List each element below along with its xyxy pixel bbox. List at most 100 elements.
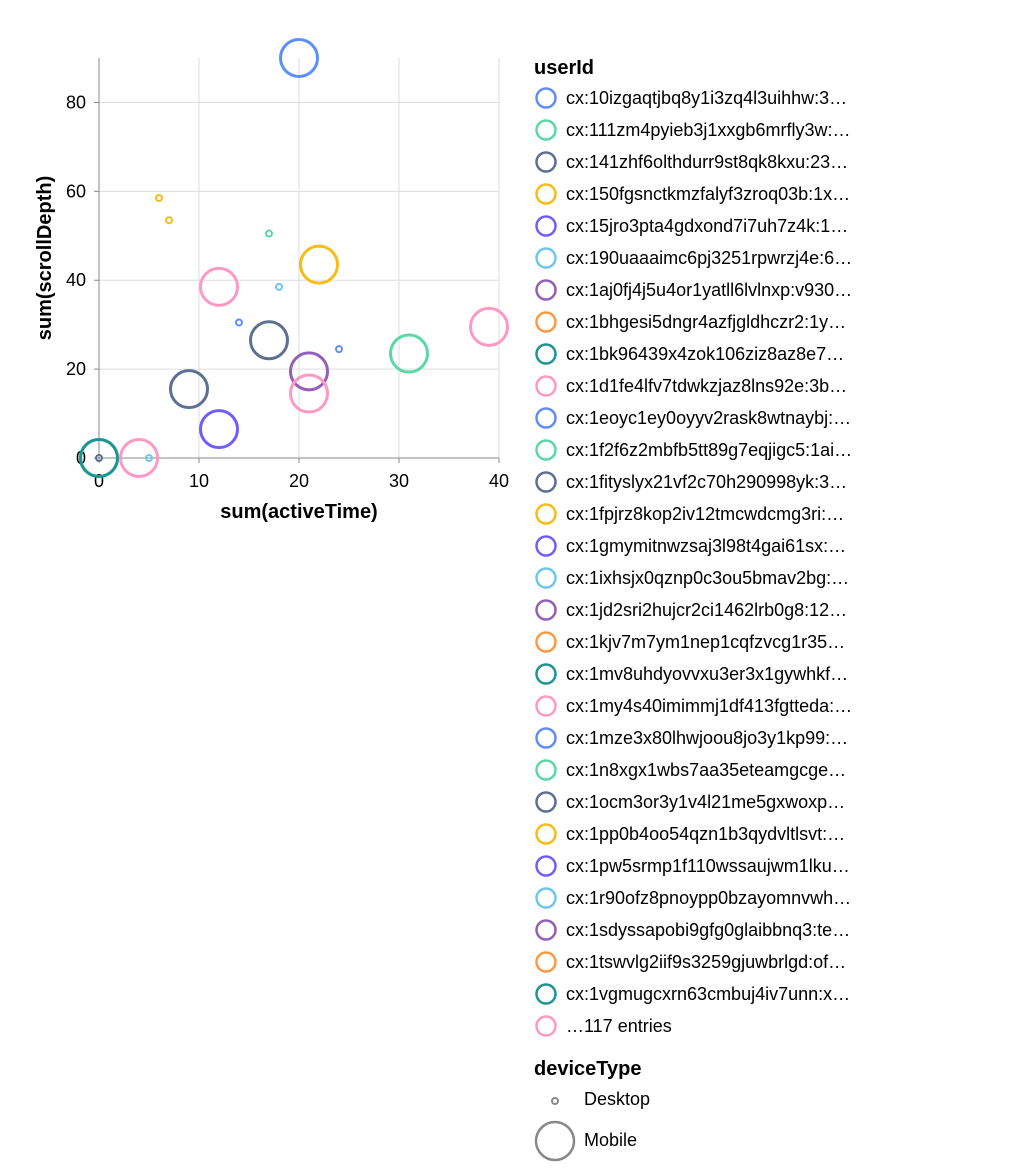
legend-entry: cx:1ocm3or3y1v4l21me5gxwoxp…: [534, 786, 994, 818]
data-point-mobile: [79, 438, 119, 478]
legend-entry-label: cx:15jro3pta4gdxond7i7uh7z4k:1…: [566, 216, 849, 236]
legend-entry-label: cx:1sdyssapobi9gfg0glaibbnq3:te…: [566, 920, 851, 940]
legend-entry-label: cx:1eoyc1ey0oyyv2rask8wtnaybj:…: [566, 408, 852, 428]
legend-circle-icon: [535, 247, 557, 269]
legend-circle-icon: [535, 311, 557, 333]
legend-entry: cx:1eoyc1ey0oyyv2rask8wtnaybj:…: [534, 402, 994, 434]
legend-entry: cx:1vgmugcxrn63cmbuj4iv7unn:x…: [534, 978, 994, 1010]
legend-circle-icon: [535, 439, 557, 461]
legend-circle-icon: [535, 343, 557, 365]
legend-circle-icon: [535, 407, 557, 429]
data-point-desktop: [95, 454, 103, 462]
data-point-desktop: [265, 229, 273, 238]
legend-circle-icon: [535, 471, 557, 493]
legend-circle-icon: [535, 855, 557, 877]
data-point-desktop: [235, 318, 243, 327]
data-point-desktop: [335, 345, 343, 354]
legend-entry-label: cx:1fpjrz8kop2iv12tmcwdcmg3ri:…: [566, 504, 845, 524]
data-point-mobile: [169, 369, 209, 410]
legend-entry-label: cx:141zhf6olthdurr9st8qk8kxu:23…: [566, 152, 849, 172]
data-point-mobile: [119, 438, 159, 478]
legend-entry-label: cx:1jd2sri2hujcr2ci1462lrb0g8:12…: [566, 600, 848, 620]
legend-entry: cx:1kjv7m7ym1nep1cqfzvcg1r35…: [534, 626, 994, 658]
y-axis-title: sum(scrollDepth): [34, 176, 56, 340]
legend-entry-label: cx:1pw5srmp1f110wssaujwm1lku…: [566, 856, 850, 876]
legend-entry-label: cx:190uaaaimc6pj3251rpwrzj4e:6…: [566, 248, 853, 268]
legend-entry: …117 entries: [534, 1010, 994, 1042]
legend-entry: cx:141zhf6olthdurr9st8qk8kxu:23…: [534, 146, 994, 178]
legend-entry-label: cx:111zm4pyieb3j1xxgb6mrfly3w:…: [566, 120, 851, 140]
legend-entry-label: cx:1kjv7m7ym1nep1cqfzvcg1r35…: [566, 632, 846, 652]
legend-entry-label: cx:1vgmugcxrn63cmbuj4iv7unn:x…: [566, 984, 851, 1004]
legend-entry: cx:1d1fe4lfv7tdwkzjaz8lns92e:3b…: [534, 370, 994, 402]
legend-entry: cx:1ixhsjx0qznp0c3ou5bmav2bg:…: [534, 562, 994, 594]
legend-entry-label: cx:1bk96439x4zok106ziz8az8e7…: [566, 344, 845, 364]
legend-entry: cx:1pw5srmp1f110wssaujwm1lku…: [534, 850, 994, 882]
y-tick-label: 20: [66, 359, 86, 379]
legend-circle-icon: [535, 599, 557, 621]
legend-entry-label: cx:10izgaqtjbq8y1i3zq4l3uihhw:3…: [566, 88, 848, 108]
data-point-mobile: [199, 409, 239, 450]
x-tick-label: 10: [189, 471, 209, 491]
size-legend-mobile: Mobile: [534, 1119, 834, 1163]
color-legend-title: userId: [534, 57, 595, 79]
legend-circle-icon: [535, 919, 557, 941]
legend-circle-icon: [535, 887, 557, 909]
legend-circle-icon: [535, 727, 557, 749]
small-circle-icon: [551, 1097, 559, 1105]
legend-entry: cx:1tswvlg2iif9s3259gjuwbrlgd:of…: [534, 946, 994, 978]
legend-circle-icon: [535, 119, 557, 141]
y-tick-label: 80: [66, 92, 86, 112]
legend-entry-label: cx:1ocm3or3y1v4l21me5gxwoxp…: [566, 792, 846, 812]
legend-entry-label: cx:1mze3x80lhwjoou8jo3y1kp99:…: [566, 728, 849, 748]
legend-circle-icon: [535, 1015, 557, 1037]
data-point-mobile: [249, 320, 289, 361]
data-point-mobile: [289, 373, 329, 414]
data-point-mobile: [299, 244, 339, 285]
size-legend-desktop: Desktop: [534, 1083, 834, 1119]
legend-circle-icon: [535, 791, 557, 813]
x-tick-label: 0: [94, 471, 104, 491]
legend-entry: cx:1pp0b4oo54qzn1b3qydvltlsvt:…: [534, 818, 994, 850]
legend-entry: cx:190uaaaimc6pj3251rpwrzj4e:6…: [534, 242, 994, 274]
legend-entry-label: cx:1tswvlg2iif9s3259gjuwbrlgd:of…: [566, 952, 847, 972]
legend-circle-icon: [535, 631, 557, 653]
large-circle-icon: [534, 1120, 576, 1162]
legend-entry: cx:111zm4pyieb3j1xxgb6mrfly3w:…: [534, 114, 994, 146]
legend-circle-icon: [535, 183, 557, 205]
legend-entry-label: cx:150fgsnctkmzfalyf3zroq03b:1x…: [566, 184, 851, 204]
data-point-mobile: [279, 38, 319, 78]
legend-entry-label: cx:1bhgesi5dngr4azfjgldhczr2:1y…: [566, 312, 847, 332]
data-point-desktop: [145, 454, 153, 462]
legend-entry-label: cx:1my4s40imimmj1df413fgtteda:…: [566, 696, 853, 716]
legend-circle-icon: [535, 823, 557, 845]
legend-entry-label: cx:1pp0b4oo54qzn1b3qydvltlsvt:…: [566, 824, 846, 844]
legend-circle-icon: [535, 535, 557, 557]
legend-entry: cx:1f2f6z2mbfb5tt89g7eqjigc5:1ai…: [534, 434, 994, 466]
size-legend-title: deviceType: [534, 1058, 642, 1080]
legend-entry-label: cx:1d1fe4lfv7tdwkzjaz8lns92e:3b…: [566, 376, 848, 396]
data-point-desktop: [165, 216, 173, 225]
legend-entry: cx:150fgsnctkmzfalyf3zroq03b:1x…: [534, 178, 994, 210]
data-point-mobile: [469, 306, 509, 347]
legend-circle-icon: [535, 503, 557, 525]
legend-entry: cx:1my4s40imimmj1df413fgtteda:…: [534, 690, 994, 722]
legend-entry: cx:1r90ofz8pnoypp0bzayomnvwh…: [534, 882, 994, 914]
data-point-mobile: [289, 351, 329, 392]
legend-entry-label: cx:1mv8uhdyovvxu3er3x1gywhkf…: [566, 664, 849, 684]
legend-circle-icon: [535, 695, 557, 717]
legend-circle-icon: [535, 951, 557, 973]
legend-circle-icon: [535, 759, 557, 781]
y-tick-label: 40: [66, 270, 86, 290]
legend-entry-label: cx:1f2f6z2mbfb5tt89g7eqjigc5:1ai…: [566, 440, 853, 460]
grid: [98, 58, 500, 459]
legend-entry-label: cx:1gmymitnwzsaj3l98t4gai61sx:…: [566, 536, 847, 556]
data-point-mobile: [199, 266, 239, 307]
size-legend-label: Desktop: [584, 1089, 651, 1109]
legend-circle-icon: [535, 375, 557, 397]
legend-entry: cx:1n8xgx1wbs7aa35eteamgcge…: [534, 754, 994, 786]
legend-entry-label: cx:1ixhsjx0qznp0c3ou5bmav2bg:…: [566, 568, 850, 588]
legend-entry: cx:1mv8uhdyovvxu3er3x1gywhkf…: [534, 658, 994, 690]
